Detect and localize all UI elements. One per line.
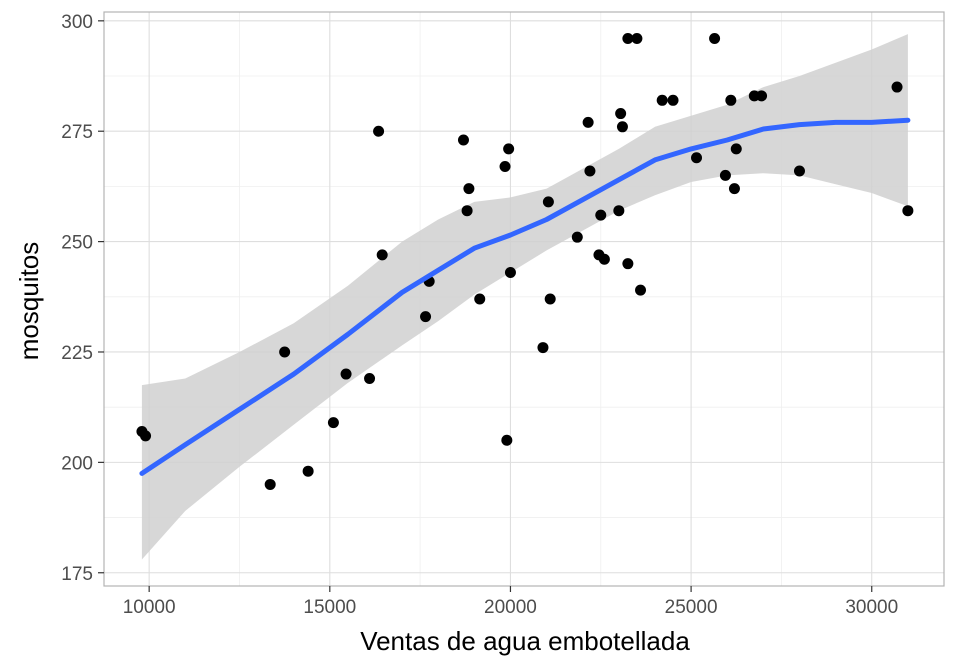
y-axis-ticks: 175 200 225 250 275 300 [61,12,104,585]
y-tick-label: 225 [61,343,93,364]
data-point [709,32,721,44]
x-tick-label: 25000 [665,597,718,618]
x-tick-label: 30000 [845,597,898,618]
data-point [756,90,768,102]
data-point [728,183,740,195]
data-point [463,183,475,195]
data-point [613,205,625,217]
x-tick-label: 10000 [123,597,176,618]
data-point [499,161,511,173]
data-point [730,143,742,155]
data-point [582,116,594,128]
data-point [598,253,610,265]
data-point [622,32,634,44]
data-point [902,205,914,217]
y-tick-label: 250 [61,233,93,254]
data-point [635,284,647,296]
data-point [140,430,152,442]
data-point [544,293,556,305]
x-tick-label: 15000 [303,597,356,618]
y-tick-label: 300 [61,12,93,33]
data-point [656,94,668,106]
x-axis-title: Ventas de agua embotellada [360,626,690,656]
data-point [616,121,628,133]
data-point [725,94,737,106]
data-point [667,94,679,106]
data-point [537,342,549,354]
data-point [474,293,486,305]
confidence-band [141,34,908,560]
data-point [584,165,596,177]
data-point [542,196,554,208]
data-point [420,311,432,323]
y-tick-label: 175 [61,564,93,585]
data-point [615,108,627,120]
data-point [501,434,513,446]
data-points [136,32,914,490]
data-point [503,143,515,155]
data-point [571,231,583,243]
y-tick-label: 200 [61,453,93,474]
data-point [504,267,516,279]
data-point [373,125,385,137]
data-point [457,134,469,146]
data-point [327,417,339,429]
x-tick-label: 20000 [484,597,537,618]
data-point [719,169,731,181]
data-point [691,152,703,164]
data-point [793,165,805,177]
data-point [595,209,607,221]
data-point [376,249,388,261]
data-point [631,32,643,44]
data-point [279,346,291,358]
panel-border [103,11,945,587]
data-point [622,258,634,270]
data-point [891,81,903,93]
smooth-trend-line [139,117,911,476]
y-axis-title: mosquitos [14,242,44,361]
data-point [340,368,352,380]
data-point [461,205,473,217]
y-tick-label: 275 [61,122,93,143]
data-point [364,372,376,384]
data-point [264,478,276,490]
data-point [302,465,314,477]
x-axis-ticks: 10000 15000 20000 25000 30000 [123,586,898,618]
